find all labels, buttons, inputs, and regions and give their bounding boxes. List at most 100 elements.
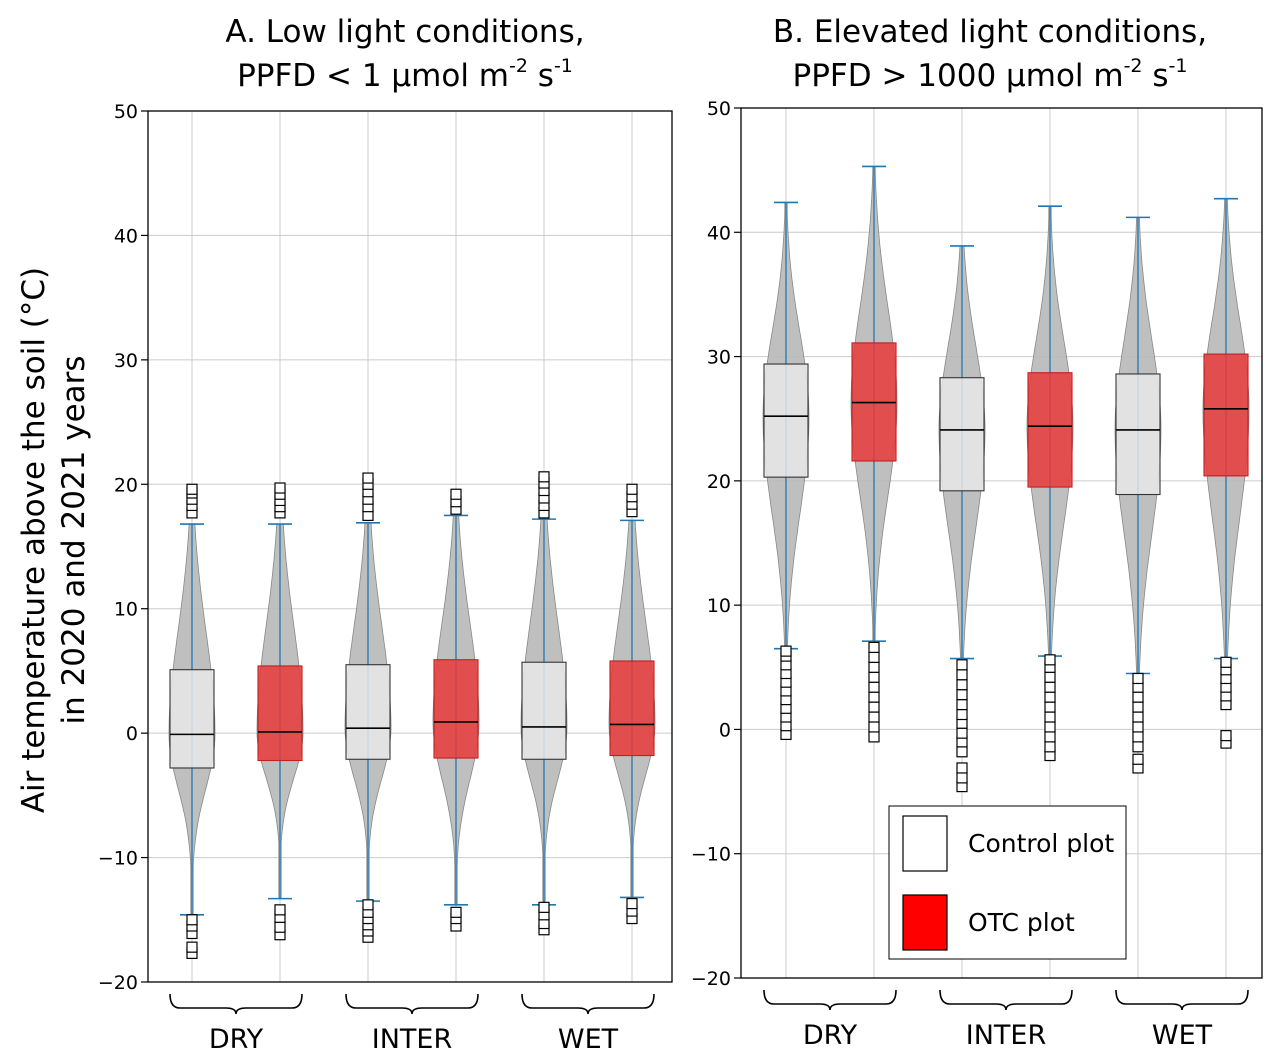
outlier-dry-control: [186, 941, 198, 953]
outlier-wet-control: [1132, 672, 1144, 685]
outlier-inter-otc: [1044, 741, 1056, 753]
outlier-wet-otc: [626, 483, 638, 495]
y-tick-label: 30: [114, 350, 138, 372]
panel-a: −20 −10 0 10 20 30 40 50 DRY INTER WET: [98, 101, 673, 1054]
outlier-dry-control: [780, 645, 792, 657]
legend-label-control: Control plot: [968, 829, 1114, 858]
group-brace-inter: [939, 989, 1073, 1011]
svg-text:Air temperature above the soil: Air temperature above the soil (°C): [16, 267, 52, 813]
outlier-dry-control: [186, 483, 198, 495]
panel-b-title-line2: PPFD > 1000 μmol m-2 s-1: [793, 55, 1188, 94]
outlier-wet-otc: [1220, 656, 1232, 668]
outlier-inter-otc: [1044, 721, 1056, 733]
outlier-wet-otc: [1220, 730, 1232, 742]
outlier-wet-control: [1132, 701, 1144, 713]
y-tick-label: 0: [126, 723, 138, 745]
outlier-inter-control: [362, 899, 374, 911]
panel-a-title-line2: PPFD < 1 μmol m-2 s-1: [237, 55, 573, 94]
legend-swatch-control: [902, 815, 948, 872]
outlier-dry-otc: [274, 904, 286, 916]
outlier-inter-otc: [1044, 681, 1056, 693]
outlier-dry-otc: [868, 681, 880, 693]
box-wet-control: [521, 661, 567, 760]
outlier-dry-otc: [868, 651, 880, 663]
axes-frame: [147, 110, 673, 983]
y-tick-label: 20: [707, 471, 731, 493]
legend: Control plot OTC plot: [888, 805, 1127, 960]
legend-swatch-otc: [902, 894, 948, 951]
outlier-wet-control: [538, 901, 550, 913]
box-dry-control: [763, 363, 809, 478]
box-dry-otc: [257, 665, 303, 762]
outlier-inter-control: [956, 659, 968, 671]
outlier-inter-otc: [1044, 731, 1056, 743]
outlier-wet-control: [538, 471, 550, 483]
axes-frame: [740, 107, 1263, 979]
outlier-inter-control: [956, 762, 968, 774]
group-label-dry: DRY: [803, 1020, 858, 1051]
y-tick-label: 50: [707, 98, 731, 120]
box-inter-control: [345, 664, 391, 760]
outlier-dry-otc: [868, 711, 880, 723]
legend-label-otc: OTC plot: [968, 908, 1075, 937]
y-tick-label: 20: [114, 474, 138, 496]
outlier-inter-control: [956, 708, 968, 721]
box-inter-otc: [1027, 372, 1073, 488]
outlier-dry-otc: [868, 671, 880, 683]
outlier-inter-control: [956, 772, 968, 784]
outlier-wet-control: [1132, 721, 1144, 733]
outlier-dry-otc: [868, 661, 880, 673]
outlier-inter-otc: [450, 906, 462, 918]
outlier-inter-control: [956, 727, 968, 739]
outlier-dry-control: [186, 914, 198, 926]
outlier-inter-otc: [450, 488, 462, 500]
outlier-wet-control: [1132, 691, 1144, 703]
outlier-wet-control: [1132, 741, 1144, 753]
panel-a-title-line1: A. Low light conditions,: [225, 14, 584, 50]
group-brace-inter: [345, 993, 479, 1015]
outlier-inter-otc: [1044, 654, 1056, 666]
outlier-wet-otc: [626, 898, 638, 910]
outlier-wet-control: [1132, 753, 1144, 765]
outlier-inter-control: [956, 689, 968, 701]
y-tick-label: 40: [114, 225, 138, 247]
box-wet-otc: [609, 660, 655, 757]
outlier-inter-otc: [1044, 711, 1056, 723]
outlier-dry-otc: [868, 691, 880, 703]
outlier-dry-otc: [868, 641, 880, 654]
y-axis-label: Air temperature above the soil (°C) in 2…: [16, 267, 92, 813]
outlier-inter-control: [362, 472, 374, 484]
outlier-dry-otc: [274, 482, 286, 494]
box-inter-otc: [433, 659, 479, 759]
outlier-dry-otc: [868, 731, 880, 743]
panel-b: −20 −10 0 10 20 30 40 50 DRY INTER WET: [691, 98, 1263, 1051]
y-tick-label: 30: [707, 347, 731, 369]
outlier-wet-control: [1132, 731, 1144, 743]
box-wet-otc: [1203, 353, 1249, 477]
y-tick-label: −20: [98, 972, 138, 994]
outlier-inter-otc: [1044, 691, 1056, 703]
outlier-wet-control: [1132, 711, 1144, 723]
y-tick-label: 50: [114, 101, 138, 123]
group-label-dry: DRY: [209, 1024, 264, 1054]
panel-b-title-line1: B. Elevated light conditions,: [773, 14, 1207, 50]
outlier-dry-otc: [868, 701, 880, 713]
y-tick-label: −20: [691, 968, 731, 990]
outlier-inter-control: [956, 669, 968, 681]
group-label-wet: WET: [558, 1024, 619, 1054]
y-tick-label: 10: [707, 595, 731, 617]
group-brace-wet: [1115, 989, 1249, 1011]
box-inter-control: [939, 377, 985, 492]
box-wet-control: [1115, 373, 1161, 496]
y-tick-label: −10: [98, 848, 138, 870]
outlier-dry-otc: [868, 721, 880, 733]
outlier-inter-otc: [1044, 671, 1056, 683]
outlier-inter-control: [956, 679, 968, 691]
box-dry-control: [169, 669, 215, 769]
svg-text:in 2020 and 2021 years: in 2020 and 2021 years: [56, 355, 92, 724]
group-label-wet: WET: [1152, 1020, 1213, 1051]
y-tick-label: 10: [114, 599, 138, 621]
outlier-dry-otc: [274, 921, 286, 933]
group-label-inter: INTER: [966, 1020, 1046, 1051]
